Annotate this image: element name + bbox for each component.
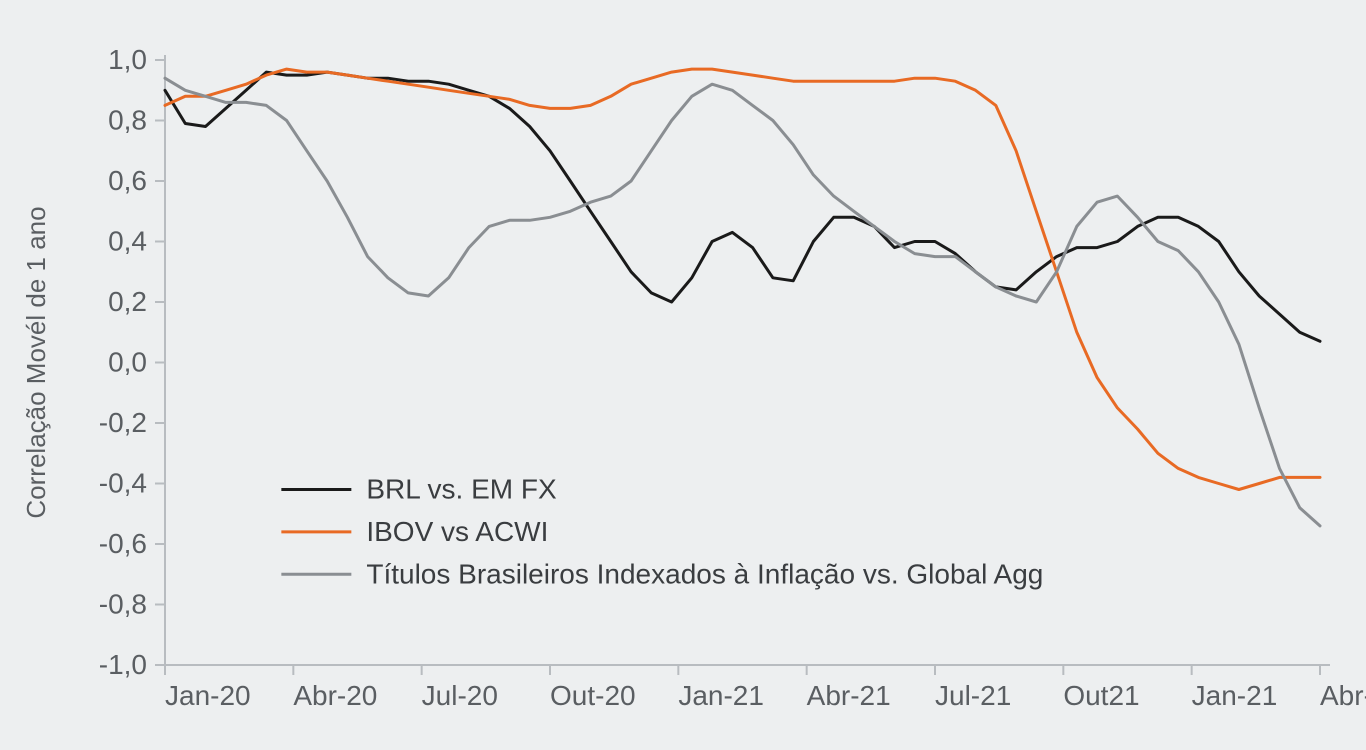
chart-background — [0, 0, 1366, 750]
y-axis-title: Correlação Movél de 1 ano — [21, 206, 51, 518]
legend-label: BRL vs. EM FX — [366, 474, 557, 505]
x-tick-label: Jul-21 — [935, 680, 1011, 711]
y-tick-label: 0,2 — [108, 286, 147, 317]
y-tick-label: -1,0 — [99, 649, 147, 680]
y-tick-label: 0,0 — [108, 347, 147, 378]
legend-label: IBOV vs ACWI — [366, 516, 548, 547]
y-tick-label: -0,2 — [99, 407, 147, 438]
x-tick-label: Jan-21 — [1192, 680, 1278, 711]
x-tick-label: Jul-20 — [422, 680, 498, 711]
y-tick-label: -0,8 — [99, 589, 147, 620]
x-tick-label: Out21 — [1063, 680, 1139, 711]
correlation-chart: 1,0 0,8 0,6 0,4 0,2 0,0 -0,2 -0,4 -0,6 -0,8 -1,0 Ja… — [0, 0, 1366, 750]
x-tick-label: Jan-20 — [165, 680, 251, 711]
x-tick-label: Abr-20 — [293, 680, 377, 711]
y-tick-label: -0,4 — [99, 468, 147, 499]
x-tick-label: Abr-21 — [807, 680, 891, 711]
legend-label: Títulos Brasileiros Indexados à Inflação… — [366, 558, 1043, 589]
x-tick-label: Jan-21 — [678, 680, 764, 711]
y-tick-label: 0,8 — [108, 105, 147, 136]
y-tick-label: 0,4 — [108, 226, 147, 257]
y-tick-label: -0,6 — [99, 528, 147, 559]
y-tick-label: 1,0 — [108, 44, 147, 75]
x-tick-label: Abr-21 — [1320, 680, 1366, 711]
y-tick-label: 0,6 — [108, 165, 147, 196]
chart-svg: 1,0 0,8 0,6 0,4 0,2 0,0 -0,2 -0,4 -0,6 -0,8 -1,0 Ja… — [0, 0, 1366, 750]
x-tick-label: Out-20 — [550, 680, 636, 711]
